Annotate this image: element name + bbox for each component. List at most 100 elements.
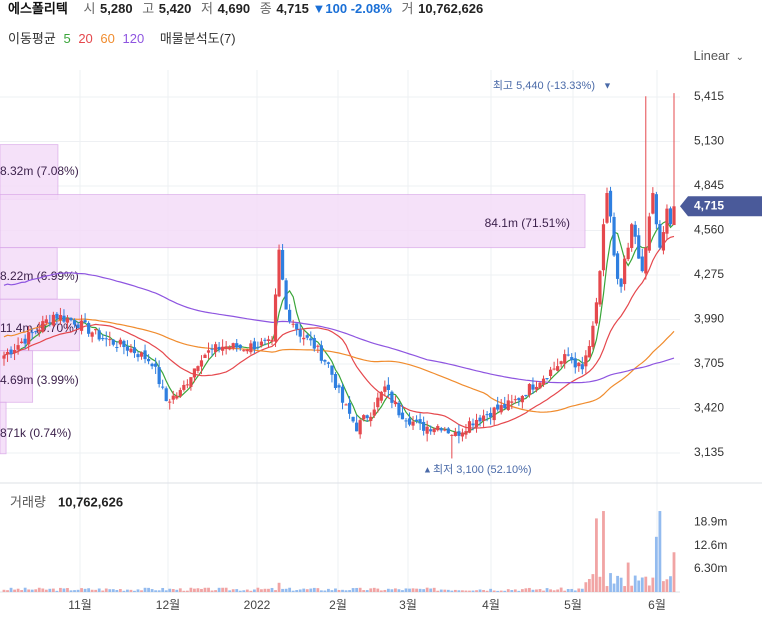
ma-60-line [3, 318, 675, 413]
high-value: 5,420 [158, 1, 192, 16]
volume-bar [439, 589, 443, 592]
candle-body [9, 349, 13, 355]
candle-body [425, 426, 429, 434]
volume-bar [397, 589, 401, 592]
candle-body [69, 317, 73, 321]
volume-profile-bar [0, 144, 59, 200]
volume-bar [252, 589, 256, 592]
candle-body [584, 355, 588, 367]
volume-bar [161, 587, 165, 592]
candle-body [115, 347, 119, 349]
volume-profile-bar [0, 350, 34, 403]
volume-bar [334, 588, 337, 592]
volume-profile-label: 4.69m (3.99%) [0, 373, 79, 387]
volume-bar [245, 589, 249, 592]
scale-dropdown[interactable]: Linear ⌄ [693, 48, 744, 63]
candle-body [489, 412, 493, 417]
volume-bar [570, 588, 574, 592]
candle-body [62, 315, 66, 322]
volume-bar [443, 589, 447, 592]
candle-body [284, 280, 288, 310]
candle-body [460, 432, 465, 437]
candle-body [630, 224, 634, 249]
candles [2, 93, 676, 459]
candle-body [20, 341, 24, 344]
volume-bar [595, 518, 598, 592]
candle-body [358, 420, 362, 435]
volume-bar [429, 588, 433, 592]
volume-bar [129, 589, 133, 592]
candle-body [432, 428, 436, 433]
volume-bar [379, 590, 383, 592]
open-label: 시 [83, 1, 96, 16]
volume-bar [598, 576, 602, 592]
volume-bar [612, 583, 616, 592]
candle-body [228, 347, 232, 350]
time-tick-label: 2022 [244, 598, 271, 612]
candle-body [175, 395, 179, 399]
volume-bar [647, 585, 651, 592]
candle-body [309, 338, 313, 341]
moving-average-lines [3, 220, 675, 435]
candle-body [157, 367, 161, 385]
price-tick-label: 4,560 [694, 223, 724, 237]
candle-body [506, 400, 510, 410]
candle-body [573, 358, 577, 368]
volume-bar [453, 589, 457, 592]
volume-profile-label[interactable]: 매물분석도(7) [159, 31, 236, 46]
candle-body [87, 322, 91, 334]
candle-body [411, 421, 415, 426]
volume-bar [605, 586, 609, 592]
candle-body [566, 354, 570, 356]
candle-body [577, 362, 581, 367]
volume-bar [175, 589, 179, 592]
candle-body [118, 339, 122, 345]
candle-body [517, 398, 521, 401]
volume-bar [609, 573, 612, 592]
change-percent: -2.08% [350, 1, 392, 16]
volume-pane: 거래량 10,762,626 18.9m 12.6m 6.30m [2, 494, 727, 592]
volume-bar [386, 588, 390, 592]
volume-bar [295, 590, 299, 592]
candle-body [164, 388, 168, 402]
candle-body [30, 332, 34, 334]
volume-profile-label: 871k (0.74%) [0, 426, 71, 440]
price-tick-label: 3,705 [694, 356, 724, 370]
candle-body [393, 402, 398, 405]
candle-body [76, 324, 80, 329]
volume-bar [640, 577, 644, 592]
volume-bar [263, 588, 267, 592]
candle-body [291, 323, 295, 325]
price-markers: 최고 5,440 (-13.33%) ▼ ▲ 최저 3,100 (52.10%) [423, 79, 612, 476]
volume-bar [401, 590, 404, 592]
candle-body [464, 431, 468, 435]
candle-body [654, 194, 658, 225]
candle-body [594, 302, 599, 324]
candle-body [376, 397, 380, 408]
candle-body [72, 320, 77, 325]
volume-tick-label: 18.9m [694, 515, 727, 529]
candle-body [386, 384, 390, 391]
volume-bar [154, 590, 158, 592]
volume-tick-label: 6.30m [694, 561, 727, 575]
volume-pane-value: 10,762,626 [58, 494, 123, 509]
volume-bar [260, 589, 263, 592]
candle-body [379, 391, 383, 401]
candle-body [259, 341, 264, 346]
candle-body [217, 346, 221, 350]
candle-body [288, 309, 292, 322]
volume-bar [478, 589, 482, 592]
volume-bar [122, 590, 126, 592]
volume-bar [358, 587, 362, 592]
candle-body [556, 366, 560, 371]
candle-body [534, 386, 539, 390]
volume-bar [224, 587, 228, 592]
volume-bar [658, 511, 662, 592]
volume-bar [319, 590, 323, 592]
candle-body [527, 384, 532, 396]
high-label: 고 [142, 1, 155, 16]
candle-body [347, 402, 352, 414]
moving-average-legend[interactable]: 이동평균 5 20 60 120 매물분석도(7) [8, 30, 240, 48]
volume-bar [587, 578, 591, 592]
